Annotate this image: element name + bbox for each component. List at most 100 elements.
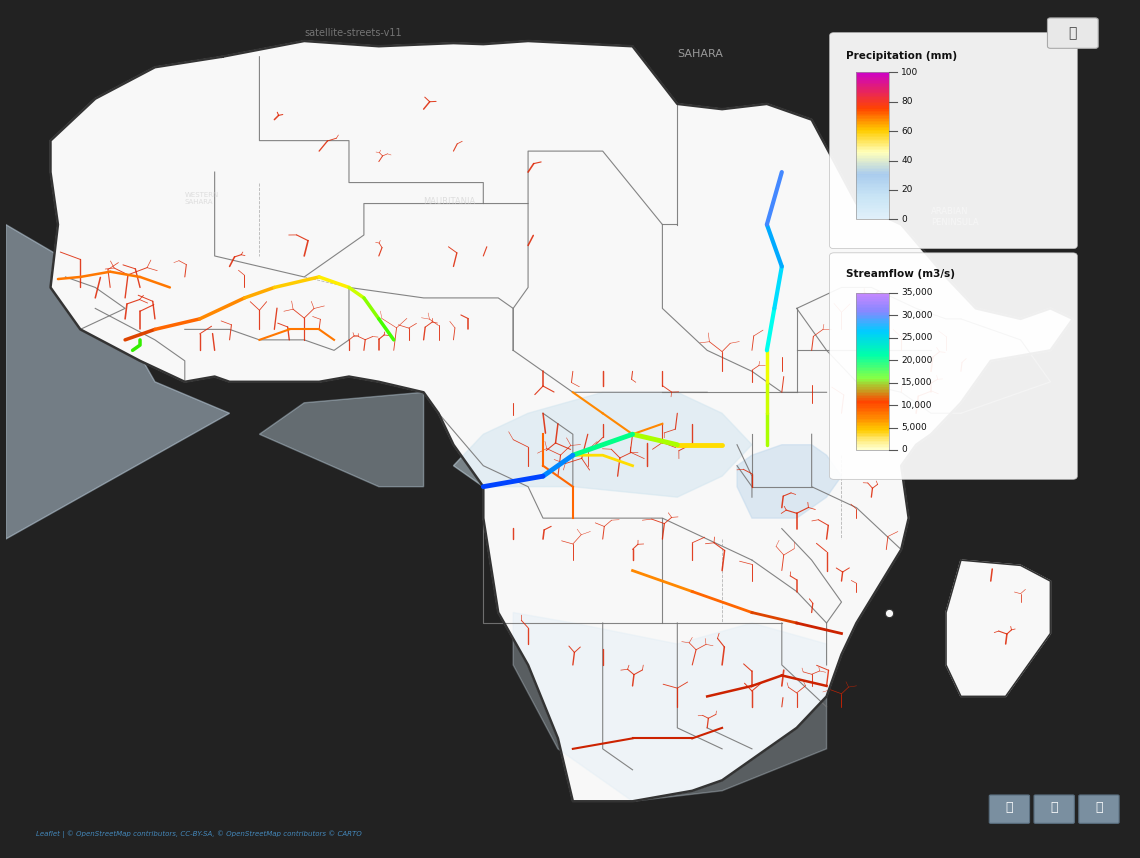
Bar [856, 214, 889, 216]
Text: 20: 20 [902, 185, 913, 195]
Bar [856, 343, 889, 345]
Bar [856, 438, 889, 439]
Polygon shape [513, 613, 826, 801]
Bar [856, 299, 889, 300]
Bar [856, 105, 889, 106]
Bar [856, 406, 889, 408]
Bar [856, 396, 889, 398]
Text: 80: 80 [902, 97, 913, 106]
Bar [856, 117, 889, 118]
Bar [856, 191, 889, 193]
Bar [856, 119, 889, 121]
Text: 0: 0 [902, 445, 907, 455]
Bar [856, 381, 889, 383]
Bar [856, 378, 889, 379]
Bar [856, 156, 889, 158]
Bar [856, 177, 889, 178]
Bar [856, 113, 889, 115]
Bar [856, 374, 889, 376]
Bar [856, 311, 889, 313]
Bar [856, 315, 889, 317]
Bar [856, 383, 889, 384]
Bar [856, 417, 889, 419]
Bar [856, 218, 889, 220]
Bar [856, 209, 889, 210]
Text: ⌖: ⌖ [1096, 801, 1102, 814]
Bar [856, 293, 889, 294]
Bar [856, 330, 889, 332]
Bar [856, 323, 889, 324]
Bar [856, 293, 889, 450]
Bar [856, 436, 889, 438]
Bar [856, 313, 889, 315]
Bar [856, 354, 889, 355]
Bar [856, 102, 889, 103]
Text: 10,000: 10,000 [902, 401, 933, 409]
Bar [856, 86, 889, 88]
Bar [856, 82, 889, 84]
FancyBboxPatch shape [830, 253, 1077, 480]
Bar [856, 72, 889, 74]
Bar [856, 187, 889, 189]
Text: 20,000: 20,000 [902, 355, 933, 365]
Bar [856, 109, 889, 111]
Text: 100: 100 [902, 68, 919, 77]
Bar [856, 166, 889, 168]
Bar [856, 125, 889, 127]
Bar [856, 178, 889, 179]
Bar [856, 136, 889, 137]
Bar [856, 130, 889, 131]
Bar [856, 317, 889, 319]
Bar [856, 442, 889, 444]
Bar [856, 440, 889, 442]
Bar [856, 326, 889, 327]
Bar [856, 184, 889, 185]
Bar [856, 347, 889, 349]
Text: ARABIAN
PENINSULA: ARABIAN PENINSULA [931, 207, 978, 227]
FancyBboxPatch shape [990, 795, 1029, 824]
Polygon shape [454, 392, 752, 497]
Bar [856, 414, 889, 415]
Bar [856, 368, 889, 370]
Bar [856, 420, 889, 421]
Bar [856, 423, 889, 425]
Bar [856, 300, 889, 302]
Bar [856, 150, 889, 152]
Bar [856, 131, 889, 133]
Bar [856, 338, 889, 340]
Bar [856, 196, 889, 197]
FancyBboxPatch shape [1078, 795, 1119, 824]
Bar [856, 324, 889, 326]
Bar [856, 431, 889, 432]
Bar [856, 432, 889, 434]
Bar [856, 148, 889, 150]
Text: Streamflow (m3/s): Streamflow (m3/s) [846, 269, 955, 279]
Bar [856, 398, 889, 400]
Bar [856, 158, 889, 159]
Bar [856, 335, 889, 336]
Bar [856, 419, 889, 420]
Bar [856, 90, 889, 92]
Text: WESTERN
SAHARA: WESTERN SAHARA [185, 191, 219, 204]
Bar [856, 84, 889, 86]
Bar [856, 108, 889, 109]
Bar [856, 92, 889, 93]
Bar [856, 415, 889, 417]
Bar [856, 127, 889, 128]
Bar [856, 118, 889, 119]
Bar [856, 164, 889, 165]
Bar [856, 319, 889, 321]
Bar [856, 200, 889, 202]
Text: satellite-streets-v11: satellite-streets-v11 [304, 27, 401, 38]
Polygon shape [946, 560, 1050, 697]
Bar [856, 395, 889, 396]
Bar [856, 412, 889, 414]
Text: Precipitation (mm): Precipitation (mm) [846, 51, 958, 62]
Bar [856, 296, 889, 298]
Bar [856, 365, 889, 366]
Bar [856, 216, 889, 218]
Bar [856, 402, 889, 404]
Bar [856, 76, 889, 77]
Text: MAURITANIA: MAURITANIA [424, 196, 475, 206]
Bar [856, 140, 889, 142]
